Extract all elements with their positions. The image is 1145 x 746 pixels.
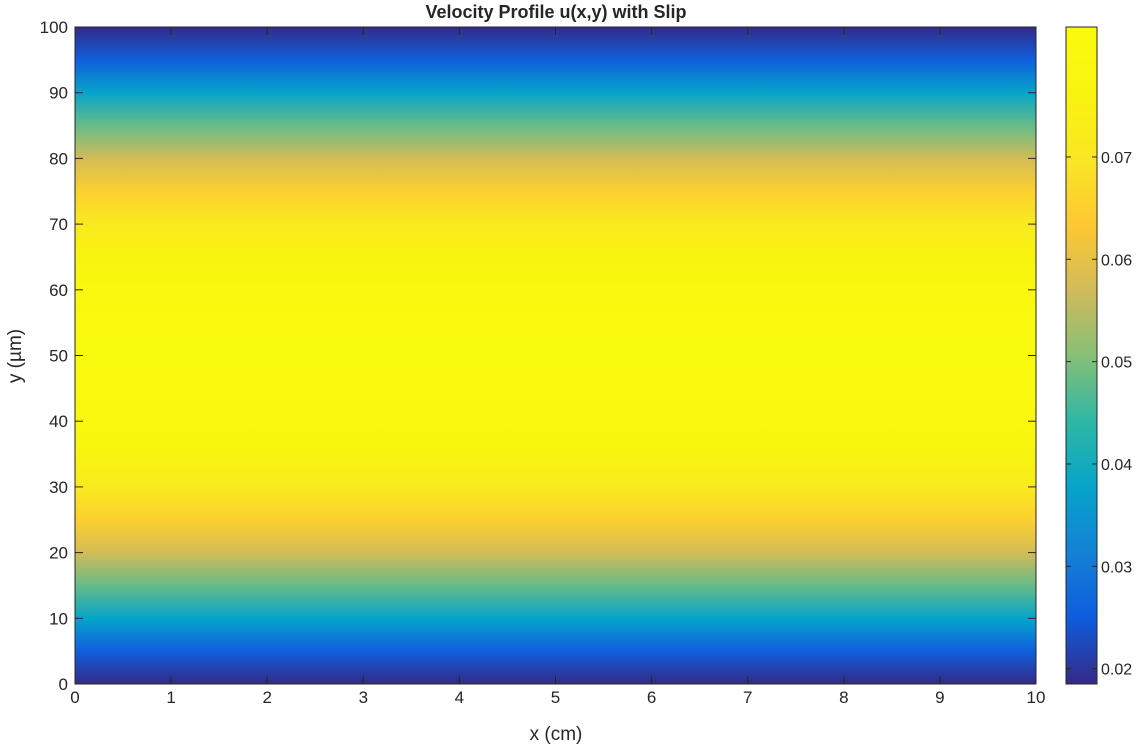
y-tick-label: 50 bbox=[49, 347, 68, 366]
colorbar-tick-label: 0.05 bbox=[1101, 355, 1132, 372]
x-tick-label: 1 bbox=[166, 688, 175, 707]
x-tick-label: 4 bbox=[455, 688, 464, 707]
y-tick-label: 30 bbox=[49, 478, 68, 497]
y-tick-label: 10 bbox=[49, 609, 68, 628]
y-tick-label: 20 bbox=[49, 544, 68, 563]
x-tick-label: 9 bbox=[935, 688, 944, 707]
y-tick-label: 70 bbox=[49, 215, 68, 234]
y-tick-label: 0 bbox=[59, 675, 68, 694]
colorbar-frame bbox=[1065, 26, 1098, 685]
x-tick-label: 5 bbox=[551, 688, 560, 707]
x-axis: 0 1 2 3 4 5 6 7 8 9 10 bbox=[70, 27, 1045, 707]
colorbar-tick-label: 0.03 bbox=[1101, 559, 1132, 576]
colorbar: 0.02 0.03 0.04 0.05 0.06 0.07 bbox=[1065, 26, 1132, 685]
colorbar-tick-label: 0.02 bbox=[1101, 662, 1132, 679]
colorbar-tick-label: 0.06 bbox=[1101, 252, 1132, 269]
x-tick-label: 10 bbox=[1027, 688, 1046, 707]
y-tick-label: 40 bbox=[49, 412, 68, 431]
plot-area: 0 1 2 3 4 5 6 7 8 9 10 0 10 20 30 40 50 60 70 80 90 100 bbox=[40, 18, 1046, 707]
x-tick-label: 0 bbox=[70, 688, 79, 707]
x-tick-label: 8 bbox=[839, 688, 848, 707]
colorbar-tick-label: 0.04 bbox=[1101, 457, 1132, 474]
chart-title: Velocity Profile u(x,y) with Slip bbox=[425, 2, 686, 22]
y-axis: 0 10 20 30 40 50 60 70 80 90 100 bbox=[40, 18, 1036, 694]
colorbar-ticks: 0.02 0.03 0.04 0.05 0.06 0.07 bbox=[1066, 150, 1132, 679]
x-tick-label: 6 bbox=[647, 688, 656, 707]
x-tick-label: 3 bbox=[359, 688, 368, 707]
y-axis-label: y (µm) bbox=[5, 329, 26, 383]
x-axis-label: x (cm) bbox=[530, 724, 583, 745]
y-tick-label: 100 bbox=[40, 18, 68, 37]
colorbar-tick-label: 0.07 bbox=[1101, 150, 1132, 167]
colorbar-gradient bbox=[1066, 27, 1097, 684]
x-tick-label: 2 bbox=[262, 688, 271, 707]
heatmap-field bbox=[75, 27, 1036, 684]
y-tick-label: 80 bbox=[49, 149, 68, 168]
x-tick-label: 7 bbox=[743, 688, 752, 707]
y-tick-label: 90 bbox=[49, 84, 68, 103]
y-tick-label: 60 bbox=[49, 281, 68, 300]
